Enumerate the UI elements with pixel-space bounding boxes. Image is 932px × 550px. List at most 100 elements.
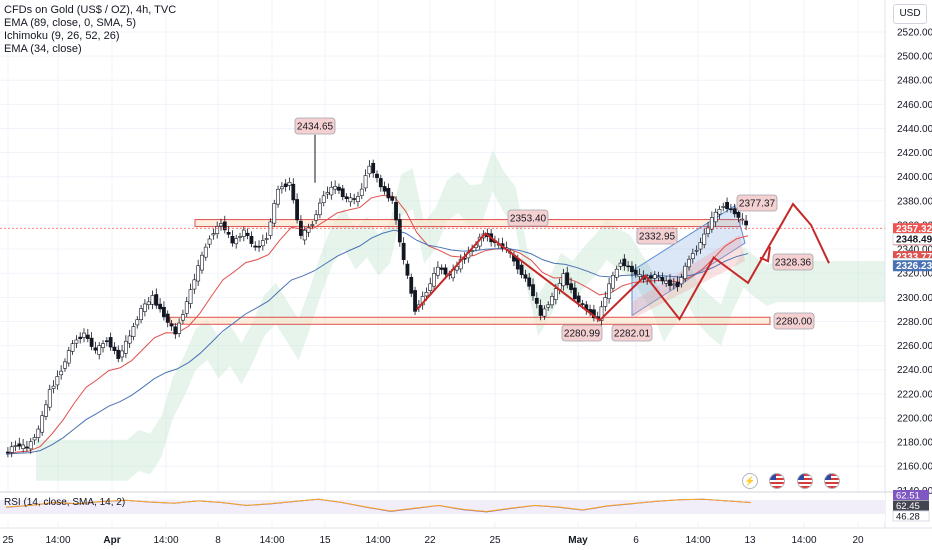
candle bbox=[409, 276, 414, 294]
candle bbox=[607, 283, 612, 300]
candle bbox=[378, 178, 383, 188]
candle bbox=[709, 217, 714, 230]
candle bbox=[683, 265, 688, 279]
time-tick-label: 8 bbox=[215, 535, 221, 546]
candle bbox=[59, 370, 64, 376]
indicator-ema-34[interactable]: EMA (34, close) bbox=[4, 43, 82, 55]
price-tick-label: 2440.00 bbox=[897, 124, 932, 135]
candle bbox=[424, 291, 429, 297]
candle bbox=[306, 227, 311, 233]
price-tick-label: 2260.00 bbox=[897, 341, 932, 352]
price-tag-label: 2348.49 bbox=[896, 234, 932, 245]
price-tick-label: 2480.00 bbox=[897, 76, 932, 87]
price-annotation-label: 2332.95 bbox=[639, 232, 676, 243]
time-tick-label: 20 bbox=[852, 535, 864, 546]
candle bbox=[287, 181, 292, 186]
candle bbox=[668, 279, 672, 286]
price-tag bbox=[892, 232, 932, 245]
candle bbox=[386, 188, 391, 199]
rsi-tag bbox=[893, 500, 929, 511]
candle bbox=[47, 389, 52, 408]
price-tick-label: 2460.00 bbox=[897, 100, 932, 111]
time-tick-label: 13 bbox=[744, 535, 756, 546]
candle bbox=[295, 199, 299, 221]
candle bbox=[337, 186, 341, 191]
candle bbox=[401, 242, 406, 261]
candle bbox=[652, 274, 657, 279]
candle bbox=[603, 297, 608, 307]
time-tick-label: 14:00 bbox=[791, 535, 816, 546]
price-annotation-label: 2328.36 bbox=[775, 258, 812, 269]
time-tick-label: May bbox=[568, 535, 588, 546]
candle bbox=[215, 226, 220, 234]
currency-button[interactable]: USD bbox=[893, 4, 927, 24]
candle bbox=[348, 197, 353, 203]
time-tick-label: 14:00 bbox=[153, 535, 178, 546]
price-tick-label: 2220.00 bbox=[897, 389, 932, 400]
candle bbox=[580, 303, 585, 305]
price-tag-label: 2333.77 bbox=[896, 252, 932, 263]
candle bbox=[633, 269, 638, 275]
candle bbox=[340, 188, 345, 197]
candle bbox=[390, 196, 395, 201]
candle bbox=[698, 242, 703, 250]
indicator-ichimoku[interactable]: Ichimoku (9, 26, 52, 26) bbox=[4, 30, 120, 42]
candle bbox=[97, 345, 102, 355]
candle bbox=[599, 306, 604, 321]
candle bbox=[694, 249, 699, 252]
candle bbox=[55, 376, 60, 386]
price-tick-label: 2300.00 bbox=[897, 293, 932, 304]
candle bbox=[565, 272, 570, 286]
candle bbox=[546, 304, 551, 308]
candle bbox=[614, 268, 619, 278]
lightning-icon[interactable]: ⚡ bbox=[742, 473, 758, 489]
time-tick-label: 14:00 bbox=[259, 535, 284, 546]
time-tick-label: 22 bbox=[424, 535, 436, 546]
price-tick-label: 2200.00 bbox=[897, 413, 932, 424]
rsi-tag bbox=[892, 510, 930, 522]
rsi-tag-label: 62.51 bbox=[896, 491, 920, 502]
candle bbox=[85, 334, 90, 339]
candle bbox=[618, 262, 623, 267]
candle bbox=[154, 294, 159, 306]
candle bbox=[671, 283, 676, 286]
candle bbox=[28, 441, 33, 450]
candle bbox=[690, 253, 695, 260]
candle bbox=[321, 195, 326, 203]
price-tag-label: 2357.32 bbox=[896, 224, 932, 235]
support-resistance-zone bbox=[169, 316, 771, 325]
price-axis bbox=[885, 0, 932, 550]
candle bbox=[736, 211, 741, 218]
channel-lower-band bbox=[632, 234, 745, 320]
candle bbox=[139, 308, 143, 321]
time-tick-label: 6 bbox=[633, 535, 639, 546]
us-flag-icon[interactable] bbox=[796, 473, 813, 489]
candle bbox=[531, 284, 535, 297]
candle bbox=[25, 446, 29, 449]
candle bbox=[36, 428, 41, 438]
candle bbox=[131, 326, 136, 337]
candle bbox=[283, 183, 288, 188]
candle bbox=[6, 451, 10, 454]
rsi-tag-label: 46.28 bbox=[896, 512, 920, 523]
candle bbox=[561, 273, 566, 287]
candle bbox=[356, 196, 360, 203]
candle bbox=[428, 283, 433, 291]
candle bbox=[713, 211, 718, 223]
us-flag-icon[interactable] bbox=[769, 473, 786, 489]
candle bbox=[656, 276, 661, 279]
candle bbox=[66, 350, 71, 364]
projection-arrow bbox=[759, 246, 771, 263]
time-tick-label: 14:00 bbox=[45, 535, 70, 546]
candle bbox=[211, 233, 216, 236]
indicator-ema-89[interactable]: EMA (89, close, 0, SMA, 5) bbox=[4, 17, 137, 29]
us-flag-icon[interactable] bbox=[824, 473, 841, 489]
candle bbox=[291, 183, 296, 201]
price-annotation-box bbox=[507, 209, 549, 227]
rsi-legend[interactable]: RSI (14, close, SMA, 14, 2) bbox=[4, 497, 126, 508]
candle bbox=[553, 288, 558, 300]
price-annotation-box bbox=[772, 253, 814, 271]
candle bbox=[177, 322, 182, 334]
price-annotation-label: 2377.37 bbox=[739, 199, 776, 210]
